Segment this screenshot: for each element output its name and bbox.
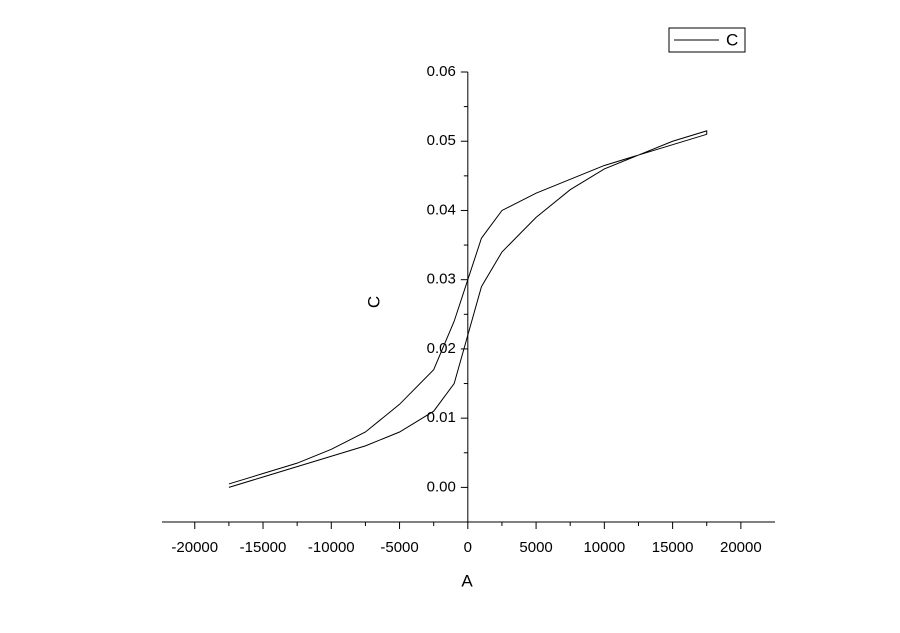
y-axis-title: C bbox=[364, 296, 383, 308]
x-tick-label: 0 bbox=[464, 539, 472, 556]
x-axis-title: A bbox=[461, 571, 473, 590]
y-tick-label: 0.01 bbox=[427, 409, 456, 426]
x-tick-label: 20000 bbox=[720, 539, 762, 556]
y-tick-label: 0.04 bbox=[427, 201, 456, 218]
y-tick-label: 0.00 bbox=[427, 478, 456, 495]
legend-label: C bbox=[726, 30, 738, 49]
y-tick-label: 0.03 bbox=[427, 271, 456, 288]
y-tick-label: 0.06 bbox=[427, 63, 456, 80]
x-tick-label: -15000 bbox=[240, 539, 287, 556]
data-line bbox=[228, 130, 708, 488]
x-tick-label: 15000 bbox=[652, 539, 694, 556]
y-tick-label: 0.05 bbox=[427, 132, 456, 149]
x-tick-label: -5000 bbox=[380, 539, 418, 556]
x-tick-label: 10000 bbox=[583, 539, 625, 556]
x-tick-label: 5000 bbox=[519, 539, 552, 556]
y-tick-label: 0.02 bbox=[427, 340, 456, 357]
x-tick-label: -20000 bbox=[171, 539, 218, 556]
x-tick-label: -10000 bbox=[308, 539, 355, 556]
